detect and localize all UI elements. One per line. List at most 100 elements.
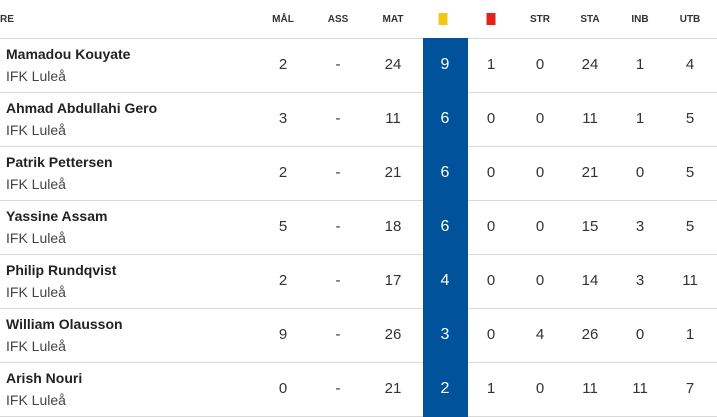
- goals-cell: 2: [278, 164, 288, 181]
- subs-out-cell: 4: [685, 56, 695, 73]
- player-club: IFK Luleå: [6, 338, 66, 354]
- subs-in-cell: 0: [635, 326, 645, 343]
- goals-cell: 5: [278, 218, 288, 235]
- red-card-icon[interactable]: [486, 13, 496, 25]
- table-row[interactable]: Patrik Pettersen IFK Luleå 2 - 21 6 0 0 21 0 5: [0, 146, 717, 201]
- column-header-name[interactable]: RE: [0, 14, 14, 25]
- yellow-cards-cell: 6: [440, 164, 450, 181]
- table-header: RE MÅL ASS MAT STR STA INB UTB: [0, 0, 717, 39]
- assists-cell: -: [335, 110, 341, 127]
- goals-cell: 3: [278, 110, 288, 127]
- subs-out-cell: 11: [682, 272, 698, 289]
- matches-cell: 11: [385, 110, 401, 127]
- column-header-starts[interactable]: STR: [530, 14, 550, 25]
- red-cards-cell: 1: [486, 56, 496, 73]
- started-cell: 21: [581, 164, 599, 181]
- column-header-goals[interactable]: MÅL: [272, 14, 294, 25]
- started-cell: 14: [581, 272, 599, 289]
- goals-cell: 9: [278, 326, 288, 343]
- red-cards-cell: 1: [486, 380, 496, 397]
- yellow-cards-cell: 9: [440, 56, 450, 73]
- assists-cell: -: [335, 326, 341, 343]
- matches-cell: 21: [384, 164, 402, 181]
- subs-out-cell: 5: [685, 218, 695, 235]
- assists-cell: -: [335, 380, 341, 397]
- column-header-subs-out[interactable]: UTB: [679, 14, 701, 25]
- yellow-cards-cell: 3: [440, 326, 450, 343]
- starts-cell: 0: [535, 56, 545, 73]
- starts-cell: 0: [535, 218, 545, 235]
- subs-in-cell: 3: [635, 272, 645, 289]
- starts-cell: 0: [535, 272, 545, 289]
- yellow-cards-highlight: [423, 92, 468, 147]
- goals-cell: 2: [278, 56, 288, 73]
- yellow-cards-highlight: [423, 146, 468, 201]
- starts-cell: 4: [535, 326, 545, 343]
- player-club: IFK Luleå: [6, 122, 66, 138]
- started-cell: 11: [582, 380, 598, 397]
- player-name-link[interactable]: Patrik Pettersen: [6, 154, 113, 170]
- player-club: IFK Luleå: [6, 230, 66, 246]
- column-header-subs-in[interactable]: INB: [631, 14, 649, 25]
- matches-cell: 24: [384, 56, 402, 73]
- player-club: IFK Luleå: [6, 68, 66, 84]
- starts-cell: 0: [535, 380, 545, 397]
- column-header-matches[interactable]: MAT: [382, 14, 404, 25]
- yellow-cards-cell: 6: [440, 218, 450, 235]
- goals-cell: 2: [278, 272, 288, 289]
- subs-out-cell: 5: [685, 164, 695, 181]
- player-name-link[interactable]: Arish Nouri: [6, 370, 83, 386]
- started-cell: 26: [581, 326, 599, 343]
- subs-in-cell: 11: [632, 380, 648, 397]
- started-cell: 11: [582, 110, 598, 127]
- yellow-card-icon[interactable]: [438, 13, 448, 25]
- table-row[interactable]: William Olausson IFK Luleå 9 - 26 3 0 4 26 0 1: [0, 308, 717, 363]
- assists-cell: -: [335, 164, 341, 181]
- column-header-assists[interactable]: ASS: [327, 14, 349, 25]
- red-cards-cell: 0: [486, 326, 496, 343]
- player-club: IFK Luleå: [6, 392, 66, 408]
- yellow-cards-highlight: [423, 308, 468, 363]
- table-row[interactable]: Philip Rundqvist IFK Luleå 2 - 17 4 0 0 14 3 11: [0, 254, 717, 309]
- yellow-cards-cell: 4: [440, 272, 450, 289]
- table-row[interactable]: Yassine Assam IFK Luleå 5 - 18 6 0 0 15 3 5: [0, 200, 717, 255]
- yellow-cards-cell: 2: [440, 380, 450, 397]
- subs-in-cell: 3: [635, 218, 645, 235]
- yellow-cards-highlight: [423, 200, 468, 255]
- column-header-started[interactable]: STA: [580, 14, 600, 25]
- assists-cell: -: [335, 218, 341, 235]
- subs-out-cell: 7: [685, 380, 695, 397]
- yellow-cards-cell: 6: [440, 110, 450, 127]
- matches-cell: 26: [384, 326, 402, 343]
- yellow-cards-highlight: [423, 254, 468, 309]
- player-club: IFK Luleå: [6, 176, 66, 192]
- subs-in-cell: 0: [635, 164, 645, 181]
- table-row[interactable]: Arish Nouri IFK Luleå 0-21 2 1 0 11 11 7: [0, 362, 717, 417]
- player-club: IFK Luleå: [6, 284, 66, 300]
- matches-cell: 18: [384, 218, 402, 235]
- table-row[interactable]: Ahmad Abdullahi Gero IFK Luleå 3-11 6 0 0 11 1 5: [0, 92, 717, 147]
- started-cell: 15: [581, 218, 599, 235]
- player-name-link[interactable]: William Olausson: [6, 316, 123, 332]
- subs-out-cell: 5: [685, 110, 695, 127]
- player-name-link[interactable]: Philip Rundqvist: [6, 262, 117, 278]
- starts-cell: 0: [535, 164, 545, 181]
- matches-cell: 21: [384, 380, 402, 397]
- player-name-link[interactable]: Yassine Assam: [6, 208, 108, 224]
- started-cell: 24: [581, 56, 599, 73]
- starts-cell: 0: [535, 110, 545, 127]
- table-row[interactable]: Mamadou Kouyate IFK Luleå 2 - 24 9 1 0 24 1 4: [0, 38, 717, 93]
- assists-cell: -: [335, 272, 341, 289]
- player-name-link[interactable]: Ahmad Abdullahi Gero: [6, 100, 158, 116]
- red-cards-cell: 0: [486, 110, 496, 127]
- goals-cell: 0: [278, 380, 288, 397]
- player-name-link[interactable]: Mamadou Kouyate: [6, 46, 131, 62]
- yellow-cards-highlight: [423, 38, 468, 93]
- subs-in-cell: 1: [635, 56, 645, 73]
- red-cards-cell: 0: [486, 272, 496, 289]
- red-cards-cell: 0: [486, 164, 496, 181]
- red-cards-cell: 0: [486, 218, 496, 235]
- subs-in-cell: 1: [635, 110, 645, 127]
- assists-cell: -: [335, 56, 341, 73]
